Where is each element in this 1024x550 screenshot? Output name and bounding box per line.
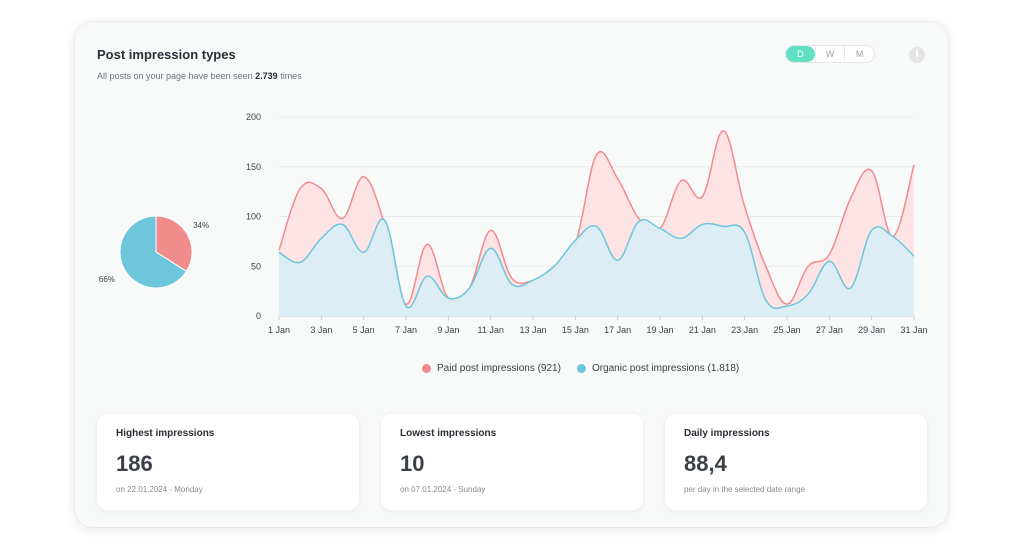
series-line-organic — [278, 218, 915, 310]
legend-dot-paid — [422, 364, 431, 373]
stat-card-highest: Highest impressions 186 on 22.01.2024 - … — [97, 414, 359, 510]
pie-label-organic: 66% — [99, 275, 115, 284]
subtitle-count: 2.739 — [255, 71, 278, 81]
card-title: Post impression types — [97, 47, 236, 62]
y-tick-label: 0 — [256, 311, 261, 321]
y-tick-label: 50 — [251, 261, 261, 271]
legend-item-paid[interactable]: Paid post impressions (921) — [422, 363, 561, 374]
y-tick-label: 200 — [246, 112, 261, 122]
x-tick-label: 3 Jan — [310, 325, 332, 335]
x-tick-label: 9 Jan — [437, 325, 459, 335]
legend-label-organic: Organic post impressions (1.818) — [591, 363, 740, 374]
stat-value: 186 — [116, 451, 153, 476]
chart-legend: Paid post impressions (921) Organic post… — [422, 363, 739, 374]
stat-value: 10 — [400, 451, 425, 476]
x-tick-label: 21 Jan — [689, 325, 716, 335]
stat-card-daily: Daily impressions 88,4 per day in the se… — [665, 414, 927, 510]
legend-dot-organic — [576, 364, 586, 373]
y-tick-label: 150 — [246, 162, 261, 172]
stat-subtext: on 22.01.2024 - Monday — [116, 485, 203, 494]
stat-label: Highest impressions — [116, 428, 215, 439]
x-tick-label: 7 Jan — [395, 325, 417, 335]
x-tick-label: 17 Jan — [604, 325, 631, 335]
legend-label-paid: Paid post impressions (921) — [437, 363, 561, 374]
stat-label: Lowest impressions — [400, 428, 497, 439]
stat-subtext: per day in the selected date range — [684, 485, 805, 494]
stat-subtext: on 07.01.2024 - Sunday — [400, 485, 486, 494]
x-tick-label: 23 Jan — [731, 325, 758, 335]
stat-value: 88,4 — [684, 451, 727, 476]
x-tick-label: 11 Jan — [477, 325, 503, 335]
x-tick-label: 31 Jan — [900, 325, 927, 335]
pie-label-paid: 34% — [193, 221, 209, 230]
card-subtitle: All posts on your page have been seen 2.… — [97, 71, 302, 81]
area-chart: 0 50 100 150 200 1 Jan 3 Jan 5 Jan 7 Jan 9 Jan 11 … — [246, 112, 928, 335]
post-impression-card: Post impression types All posts on your … — [75, 22, 948, 527]
x-tick-label: 29 Jan — [858, 325, 885, 335]
period-day-button[interactable]: D — [786, 46, 815, 62]
x-tick-label: 27 Jan — [816, 325, 843, 335]
subtitle-suffix: times — [280, 71, 302, 81]
x-tick-label: 13 Jan — [519, 325, 546, 335]
y-tick-label: 100 — [246, 212, 261, 222]
period-toggle: D W M — [785, 45, 875, 63]
period-month-button[interactable]: M — [844, 46, 874, 62]
x-tick-label: 15 Jan — [562, 325, 589, 335]
pie-slice-organic[interactable] — [119, 215, 188, 289]
legend-item-organic[interactable]: Organic post impressions (1.818) — [576, 363, 740, 374]
pie-chart: 34% 66% — [99, 215, 209, 289]
stat-label: Daily impressions — [684, 428, 770, 439]
subtitle-prefix: All posts on your page have been seen — [97, 71, 253, 81]
series-area-organic — [279, 219, 914, 316]
x-tick-label: 1 Jan — [268, 325, 290, 335]
info-icon[interactable]: i — [909, 47, 925, 63]
stat-card-lowest: Lowest impressions 10 on 07.01.2024 - Su… — [381, 414, 643, 510]
x-tick-label: 19 Jan — [646, 325, 673, 335]
period-week-button[interactable]: W — [814, 46, 845, 62]
x-tick-label: 5 Jan — [353, 325, 375, 335]
x-tick-label: 25 Jan — [773, 325, 800, 335]
